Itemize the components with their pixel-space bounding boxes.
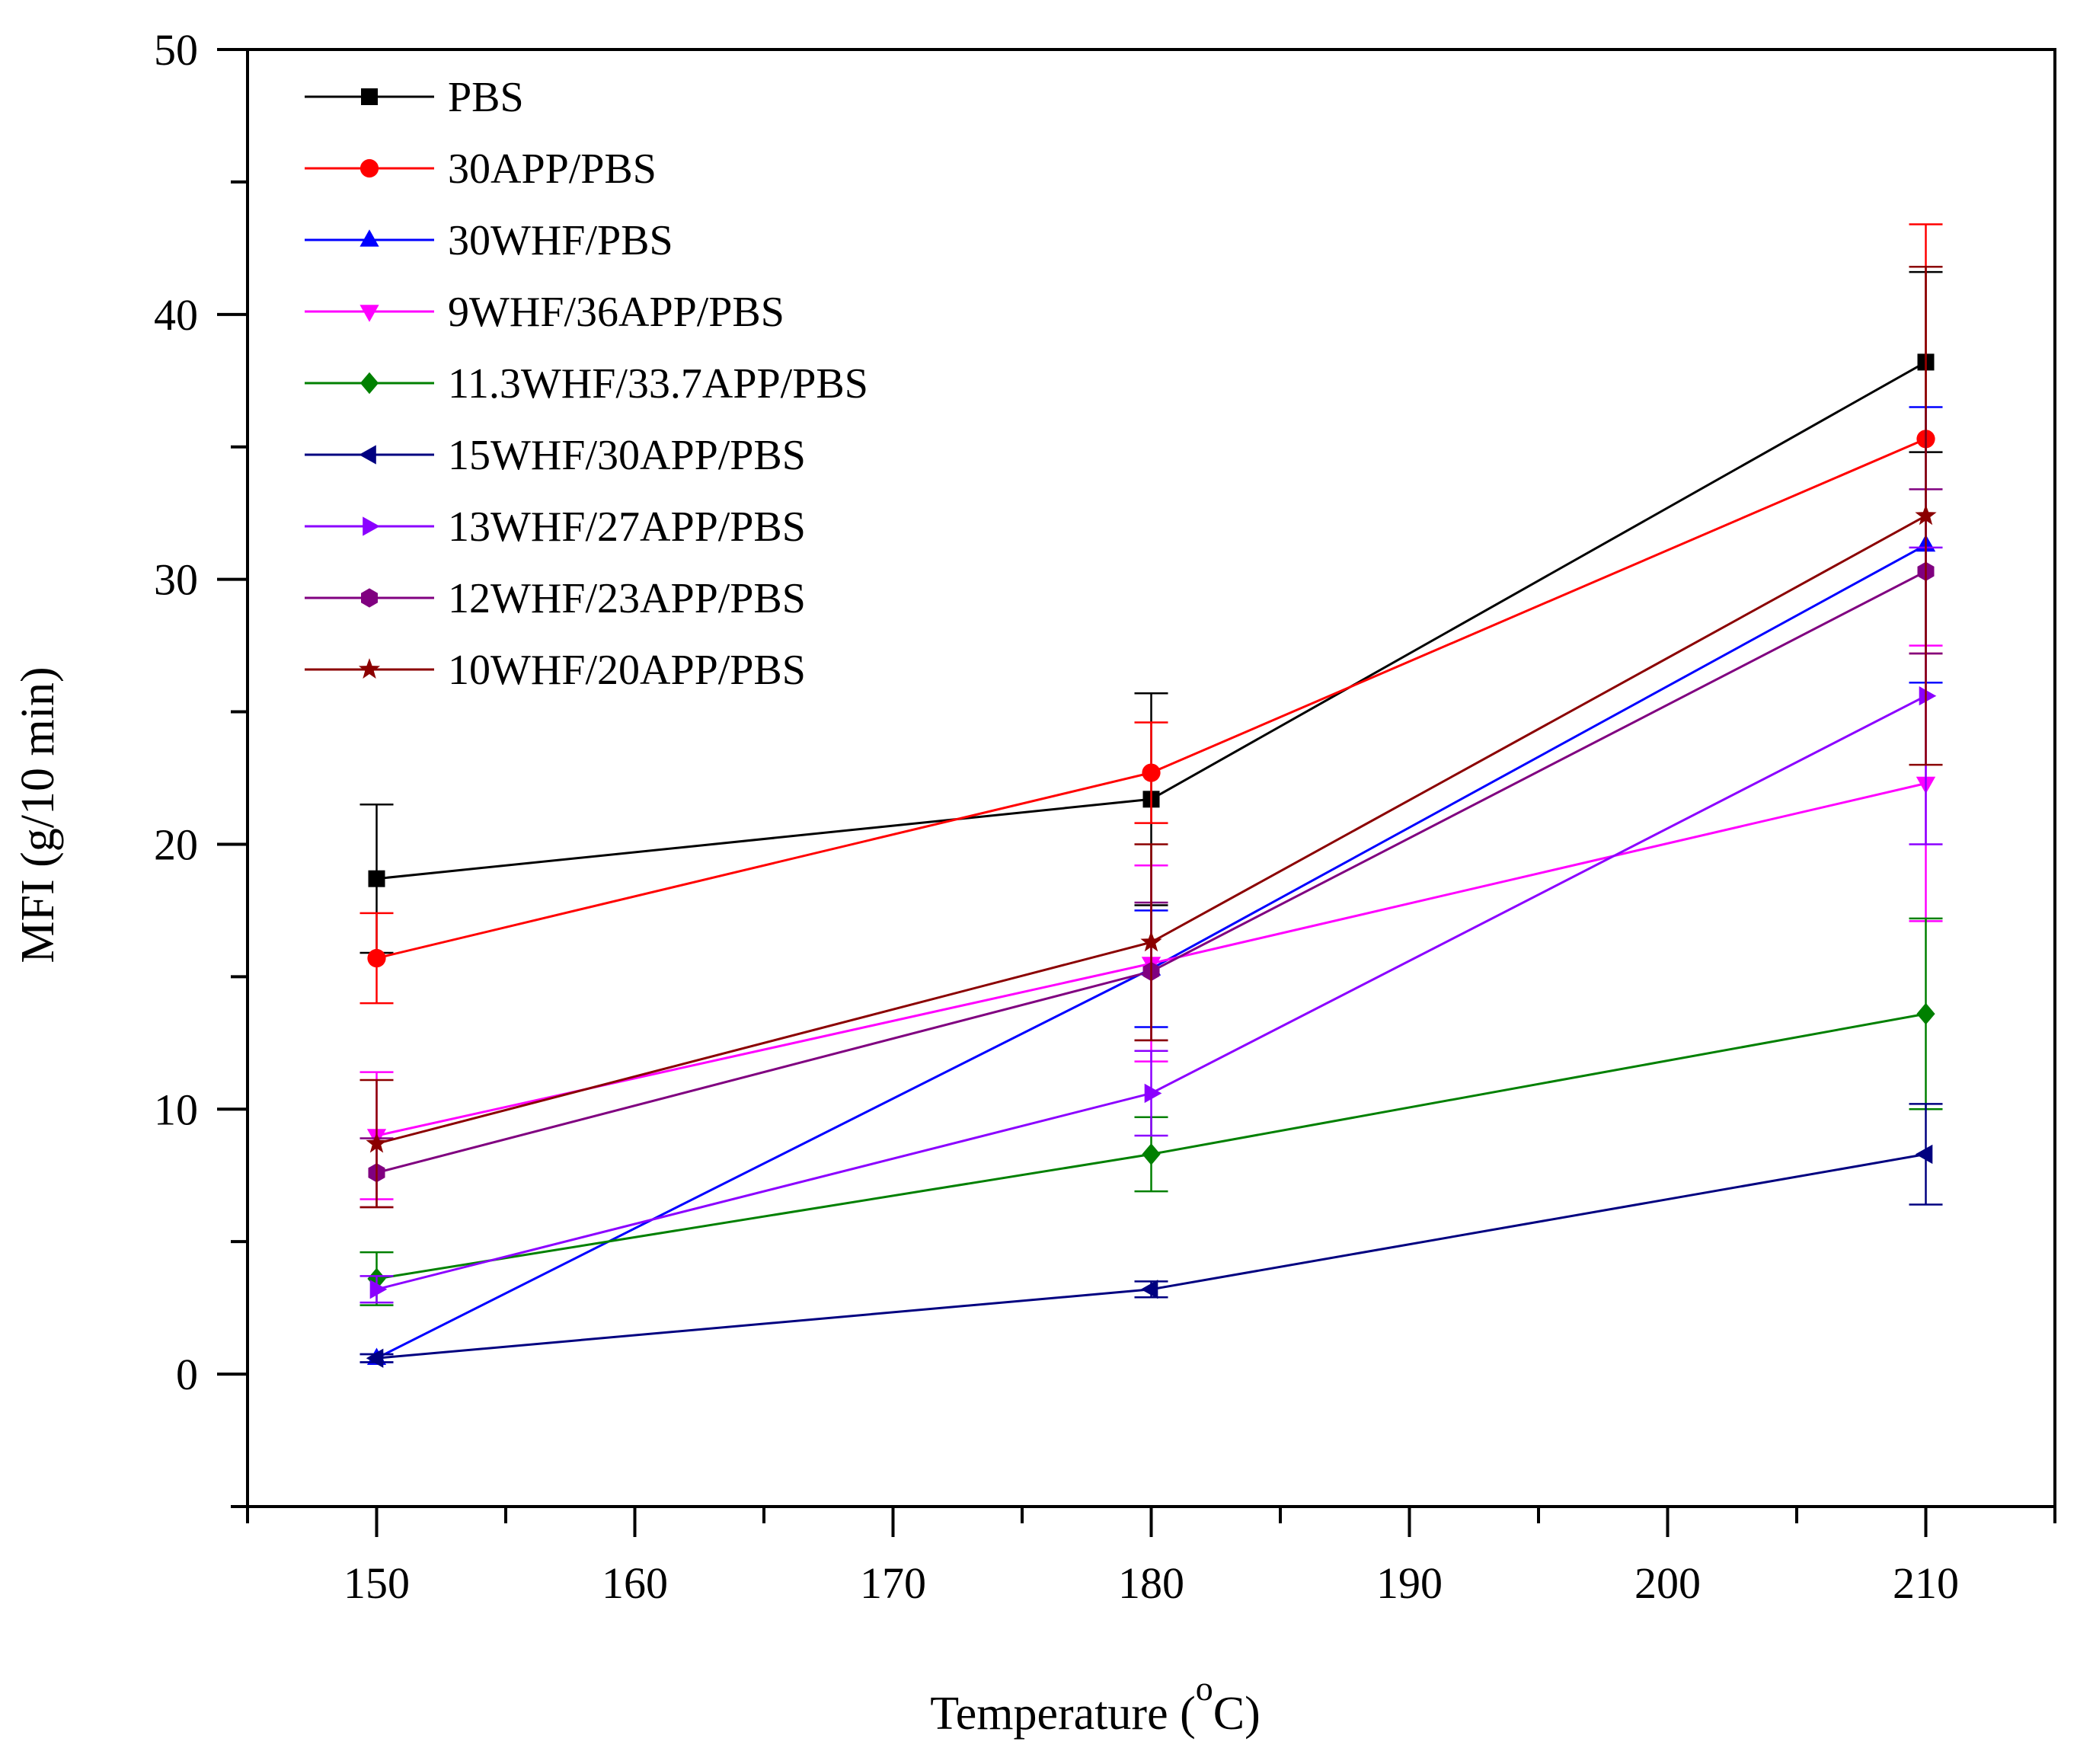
y-tick-label: 30	[154, 555, 198, 605]
legend-marker	[358, 658, 381, 679]
legend-label: 11.3WHF/33.7APP/PBS	[448, 360, 868, 407]
y-tick-label: 20	[154, 820, 198, 869]
legend-marker	[359, 372, 379, 395]
data-point	[367, 948, 386, 968]
series-9	[359, 265, 1943, 1209]
legend-marker	[361, 588, 378, 608]
series-6	[359, 1103, 1943, 1368]
data-point	[1915, 1144, 1933, 1165]
y-axis-title: MFI (g/10 min)	[12, 666, 64, 963]
legend-item: 12WHF/23APP/PBS	[305, 575, 806, 622]
x-tick-label: 160	[602, 1558, 668, 1608]
legend-item: 9WHF/36APP/PBS	[305, 289, 784, 336]
y-tick-label: 50	[154, 25, 198, 75]
legend-item: 11.3WHF/33.7APP/PBS	[305, 360, 868, 407]
y-tick-label: 10	[154, 1085, 198, 1134]
legend-marker	[359, 158, 379, 178]
x-axis-title: Temperature (oC)	[930, 1669, 1261, 1740]
data-point	[1916, 1002, 1935, 1025]
data-point	[1140, 1280, 1158, 1299]
series-group	[359, 223, 1943, 1368]
x-tick-label: 190	[1376, 1558, 1443, 1608]
legend-label: 30WHF/PBS	[448, 217, 673, 264]
legend-item: 30WHF/PBS	[305, 217, 673, 264]
x-axis-title-main: Temperature (	[930, 1688, 1196, 1740]
legend-marker	[363, 516, 380, 536]
x-axis-title-unit: C)	[1213, 1688, 1261, 1740]
x-tick-label: 180	[1118, 1558, 1184, 1608]
legend-label: 13WHF/27APP/PBS	[448, 503, 806, 551]
legend-label: 10WHF/20APP/PBS	[448, 647, 806, 694]
y-tick-label: 0	[176, 1350, 198, 1399]
x-tick-label: 150	[344, 1558, 410, 1608]
legend-label: 30APP/PBS	[448, 145, 657, 193]
y-tick-label: 40	[154, 290, 198, 340]
data-point	[368, 870, 385, 887]
x-tick-label: 170	[860, 1558, 926, 1608]
legend-item: 15WHF/30APP/PBS	[305, 432, 806, 479]
legend-item: 10WHF/20APP/PBS	[305, 647, 806, 694]
data-point	[366, 1132, 388, 1153]
x-axis-title-superscript: o	[1196, 1669, 1213, 1708]
axes-group: 0 10 20 30 40 50 150 160 170 180 190 200 210	[154, 25, 2056, 1608]
data-point	[369, 1280, 388, 1299]
legend-marker	[359, 445, 376, 465]
data-point	[1142, 1143, 1161, 1165]
x-tick-label: 210	[1893, 1558, 1959, 1608]
x-tick-label: 200	[1634, 1558, 1701, 1608]
legend-marker	[361, 88, 378, 105]
legend-item: PBS	[305, 74, 524, 121]
legend-label: 12WHF/23APP/PBS	[448, 575, 806, 622]
data-point	[1140, 931, 1162, 952]
data-point	[1919, 686, 1937, 706]
legend-marker	[359, 305, 379, 322]
legend-marker	[359, 229, 379, 247]
legend-label: 15WHF/30APP/PBS	[448, 432, 806, 479]
data-point	[1915, 504, 1937, 526]
legend: PBS 30APP/PBS 30WHF/PBS 9WHF/36APP/PBS 11.3W…	[305, 74, 868, 694]
legend-label: 9WHF/36APP/PBS	[448, 289, 784, 336]
legend-label: PBS	[448, 74, 524, 121]
legend-item: 30APP/PBS	[305, 145, 657, 193]
data-point	[366, 1348, 384, 1368]
data-point	[1142, 763, 1161, 782]
legend-item: 13WHF/27APP/PBS	[305, 503, 806, 551]
data-point	[1144, 1083, 1162, 1104]
